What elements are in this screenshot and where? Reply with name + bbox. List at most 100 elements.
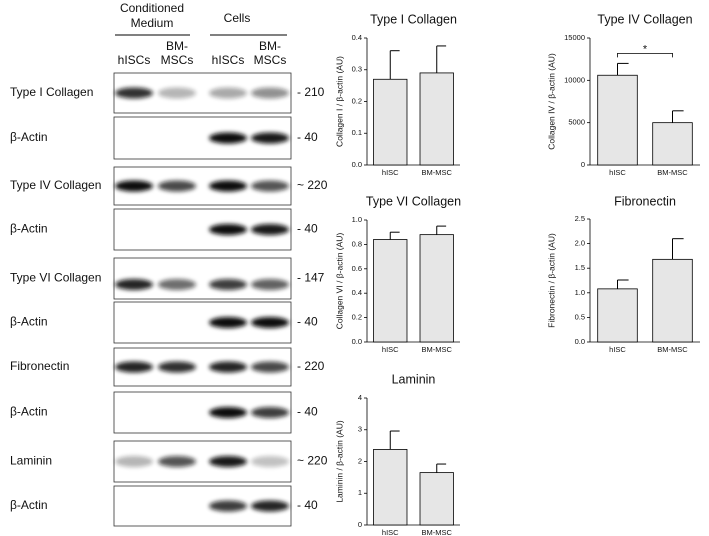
bar [652, 122, 693, 166]
column-header: Conditioned [120, 1, 184, 15]
y-tick-label: 0.3 [352, 65, 362, 74]
blot-band [251, 132, 289, 144]
blot-size: ~ 220 [297, 178, 328, 192]
blot-label: Type I Collagen [10, 85, 93, 99]
y-axis-label: Laminin / β-actin (AU) [334, 420, 344, 503]
blot-band [158, 180, 196, 192]
chart-title: Type I Collagen [370, 12, 457, 26]
blot-frame [113, 257, 292, 300]
significance-mark: * [643, 43, 648, 55]
chart-title: Type IV Collagen [597, 12, 692, 26]
blot-band [115, 456, 153, 467]
lane-label: hISCs [212, 53, 245, 67]
blot-size: - 40 [297, 130, 318, 144]
y-tick-label: 0.2 [352, 313, 362, 322]
y-axis-label: Collagen I / β-actin (AU) [334, 56, 344, 147]
y-tick-label: 1 [358, 488, 362, 497]
blot-label: Type IV Collagen [10, 178, 101, 192]
y-tick-label: 1.0 [352, 215, 362, 224]
y-tick-label: 10000 [564, 75, 585, 84]
x-tick-label: hISC [382, 168, 399, 177]
blot-size: - 147 [297, 271, 325, 285]
blot-band [251, 180, 289, 192]
y-tick-label: 0.0 [575, 337, 585, 346]
blot-label: β-Actin [10, 315, 48, 329]
y-axis-label: Collagen IV / β-actin (AU) [546, 53, 556, 150]
x-tick-label: BM-MSC [657, 168, 688, 177]
blot-label: β-Actin [10, 222, 48, 236]
x-tick-label: hISC [609, 345, 626, 354]
blot-label: Type VI Collagen [10, 271, 101, 285]
y-tick-label: 0.0 [352, 160, 362, 169]
blot-band [158, 456, 196, 467]
x-tick-label: hISC [609, 168, 626, 177]
y-tick-label: 0.0 [352, 337, 362, 346]
lane-label: BM- [259, 39, 281, 53]
y-tick-label: 5000 [568, 118, 585, 127]
y-tick-label: 15000 [564, 33, 585, 42]
y-tick-label: 2 [358, 456, 362, 465]
blot-label: Fibronectin [10, 359, 69, 373]
bar [419, 472, 454, 526]
blot-size: - 40 [297, 498, 318, 512]
blot-band [115, 361, 153, 373]
blot-band [209, 87, 247, 99]
y-tick-label: 2.5 [575, 214, 585, 223]
blot-band [251, 500, 289, 512]
y-tick-label: 0.6 [352, 264, 362, 273]
blot-band [251, 279, 289, 290]
blot-size: - 40 [297, 315, 318, 329]
y-tick-label: 4 [358, 393, 362, 402]
bar [419, 234, 454, 343]
bar [419, 72, 454, 166]
x-tick-label: BM-MSC [657, 345, 688, 354]
blot-band [115, 180, 153, 192]
blot-band [209, 132, 247, 144]
lane-label: BM- [166, 39, 188, 53]
blot-size: - 210 [297, 85, 325, 99]
blot-band [158, 279, 196, 290]
blot-band [251, 361, 289, 373]
y-tick-label: 2.0 [575, 239, 585, 248]
blot-label: β-Actin [10, 130, 48, 144]
y-axis-label: Collagen VI / β-actin (AU) [334, 233, 344, 330]
y-tick-label: 1.5 [575, 263, 585, 272]
bar [597, 74, 638, 166]
blot-band [209, 317, 247, 328]
blot-band [209, 180, 247, 192]
blot-size: - 40 [297, 222, 318, 236]
lane-label: hISCs [118, 53, 151, 67]
blot-band [251, 407, 289, 418]
x-tick-label: hISC [382, 345, 399, 354]
y-tick-label: 0.4 [352, 288, 362, 297]
y-tick-label: 0.5 [575, 312, 585, 321]
blot-band [158, 87, 196, 99]
y-tick-label: 0.2 [352, 96, 362, 105]
blot-band [158, 361, 196, 373]
x-tick-label: BM-MSC [422, 528, 453, 536]
blot-band [209, 456, 247, 467]
bar [373, 449, 408, 526]
y-tick-label: 0.1 [352, 128, 362, 137]
lane-label: MSCs [254, 53, 287, 67]
column-header: Medium [131, 16, 174, 30]
x-tick-label: hISC [382, 528, 399, 536]
chart-title: Type VI Collagen [366, 194, 461, 208]
bar [597, 288, 638, 343]
blot-band [209, 361, 247, 373]
column-header: Cells [224, 11, 251, 25]
blot-band [251, 456, 289, 467]
blot-size: - 40 [297, 405, 318, 419]
blot-band [251, 317, 289, 328]
y-tick-label: 0.4 [352, 33, 362, 42]
blot-band [209, 500, 247, 512]
chart-title: Laminin [392, 372, 436, 386]
bar [652, 258, 693, 343]
blot-label: β-Actin [10, 498, 48, 512]
blot-band [251, 87, 289, 99]
x-tick-label: BM-MSC [422, 345, 453, 354]
y-tick-label: 0.8 [352, 239, 362, 248]
blot-label: Laminin [10, 454, 52, 468]
blot-band [251, 224, 289, 235]
